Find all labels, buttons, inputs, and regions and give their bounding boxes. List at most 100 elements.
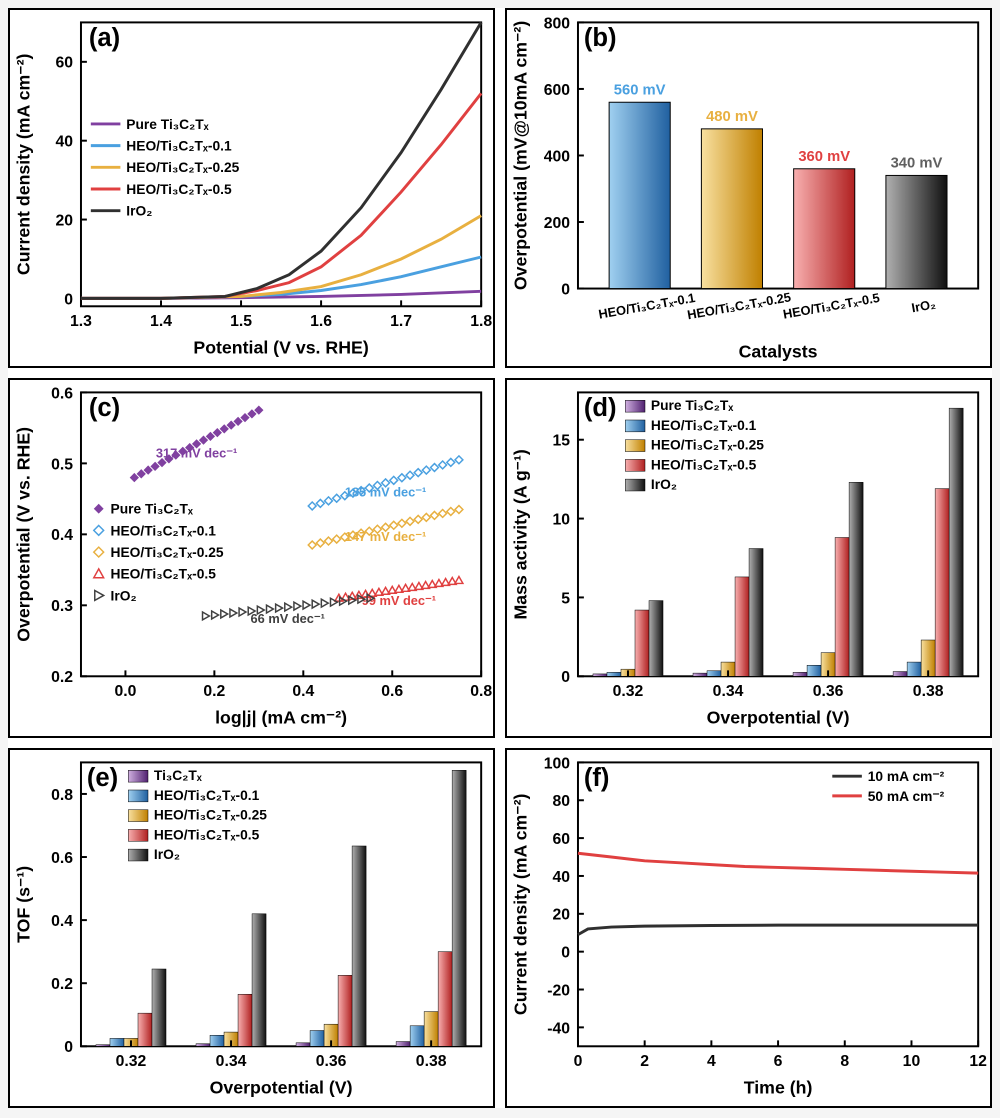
svg-text:60: 60 <box>56 55 74 72</box>
svg-text:40: 40 <box>553 869 571 886</box>
svg-text:Current density (mA cm⁻²): Current density (mA cm⁻²) <box>511 793 531 1015</box>
svg-text:(b): (b) <box>584 24 617 52</box>
svg-text:0.2: 0.2 <box>51 976 73 993</box>
svg-text:(d): (d) <box>584 394 617 422</box>
svg-text:0: 0 <box>574 1053 583 1070</box>
svg-text:IrO₂: IrO₂ <box>111 588 137 603</box>
svg-text:HEO/Ti₃C₂Tₓ-0.1: HEO/Ti₃C₂Tₓ-0.1 <box>126 139 232 154</box>
svg-text:Pure Ti₃C₂Tₓ: Pure Ti₃C₂Tₓ <box>126 117 209 132</box>
svg-text:(a): (a) <box>89 24 120 52</box>
svg-text:185 mV dec⁻¹: 185 mV dec⁻¹ <box>345 485 426 500</box>
svg-text:Overpotential (V): Overpotential (V) <box>210 1078 353 1098</box>
svg-text:0.32: 0.32 <box>116 1053 147 1070</box>
svg-text:0.8: 0.8 <box>51 787 73 804</box>
svg-text:Overpotential (V vs. RHE): Overpotential (V vs. RHE) <box>14 427 34 642</box>
svg-text:0.8: 0.8 <box>470 683 492 700</box>
svg-text:15: 15 <box>553 433 571 450</box>
svg-text:Time (h): Time (h) <box>744 1078 813 1098</box>
svg-text:0.2: 0.2 <box>51 669 73 686</box>
svg-text:1.4: 1.4 <box>150 313 172 330</box>
svg-text:10: 10 <box>553 511 571 528</box>
svg-text:600: 600 <box>544 82 571 99</box>
svg-text:(f): (f) <box>584 764 610 792</box>
svg-text:10 mA cm⁻²: 10 mA cm⁻² <box>868 769 945 784</box>
svg-text:IrO₂: IrO₂ <box>910 296 937 315</box>
svg-text:IrO₂: IrO₂ <box>126 204 152 219</box>
svg-text:HEO/Ti₃C₂Tₓ-0.25: HEO/Ti₃C₂Tₓ-0.25 <box>126 160 239 175</box>
svg-text:800: 800 <box>544 15 571 32</box>
svg-text:HEO/Ti₃C₂Tₓ-0.5: HEO/Ti₃C₂Tₓ-0.5 <box>111 567 217 582</box>
svg-text:20: 20 <box>56 212 74 229</box>
svg-text:317 mV dec⁻¹: 317 mV dec⁻¹ <box>156 446 237 461</box>
svg-text:HEO/Ti₃C₂Tₓ-0.25: HEO/Ti₃C₂Tₓ-0.25 <box>686 289 792 322</box>
svg-text:log|j| (mA cm⁻²): log|j| (mA cm⁻²) <box>215 708 347 728</box>
svg-text:200: 200 <box>544 215 571 232</box>
svg-text:60: 60 <box>553 831 571 848</box>
panel-d: 051015Overpotential (V)Mass activity (A … <box>505 378 992 738</box>
svg-text:360 mV: 360 mV <box>798 149 850 165</box>
svg-text:480 mV: 480 mV <box>706 109 758 125</box>
svg-text:0.5: 0.5 <box>51 456 73 473</box>
svg-text:IrO₂: IrO₂ <box>651 477 677 492</box>
svg-text:HEO/Ti₃C₂Tₓ-0.1: HEO/Ti₃C₂Tₓ-0.1 <box>597 290 696 322</box>
svg-text:-40: -40 <box>547 1020 570 1037</box>
svg-text:66 mV dec⁻¹: 66 mV dec⁻¹ <box>251 611 325 626</box>
svg-text:4: 4 <box>707 1053 716 1070</box>
svg-text:HEO/Ti₃C₂Tₓ-0.1: HEO/Ti₃C₂Tₓ-0.1 <box>154 788 260 803</box>
svg-text:0: 0 <box>64 291 73 308</box>
svg-text:0.4: 0.4 <box>292 683 314 700</box>
svg-text:20: 20 <box>553 907 571 924</box>
svg-text:1.3: 1.3 <box>70 313 92 330</box>
svg-text:0.2: 0.2 <box>203 683 225 700</box>
svg-text:HEO/Ti₃C₂Tₓ-0.5: HEO/Ti₃C₂Tₓ-0.5 <box>651 457 757 472</box>
panel-e: 0 0.2 0.4 0.6 0.8 Overpotential (V) TOF (s⁻¹) 0… <box>8 748 495 1108</box>
svg-text:10: 10 <box>903 1053 921 1070</box>
svg-text:Pure Ti₃C₂Tₓ: Pure Ti₃C₂Tₓ <box>111 502 194 517</box>
svg-text:8: 8 <box>840 1053 849 1070</box>
svg-text:0.4: 0.4 <box>51 913 73 930</box>
svg-text:Overpotential (V): Overpotential (V) <box>707 708 850 728</box>
svg-text:100: 100 <box>544 755 571 772</box>
svg-text:0.38: 0.38 <box>913 683 944 700</box>
svg-text:Ti₃C₂Tₓ: Ti₃C₂Tₓ <box>154 768 203 783</box>
svg-text:340 mV: 340 mV <box>891 156 943 172</box>
svg-text:0: 0 <box>561 281 570 298</box>
svg-text:99 mV dec⁻¹: 99 mV dec⁻¹ <box>362 593 436 608</box>
svg-text:TOF (s⁻¹): TOF (s⁻¹) <box>14 866 34 943</box>
svg-text:IrO₂: IrO₂ <box>154 847 180 862</box>
svg-text:0: 0 <box>561 945 570 962</box>
svg-text:1.6: 1.6 <box>310 313 332 330</box>
svg-text:2: 2 <box>640 1053 649 1070</box>
svg-text:0.34: 0.34 <box>713 683 744 700</box>
panel-c: 0.0 0.2 0.4 0.6 0.8 0.2 0.3 0.4 0.5 0.6 log|j| (mA… <box>8 378 495 738</box>
svg-text:Catalysts: Catalysts <box>739 342 818 362</box>
svg-text:(c): (c) <box>89 394 120 422</box>
figure-grid: 1.31.41.51.61.71.80204060Potential (V vs… <box>8 8 992 1108</box>
svg-text:0.6: 0.6 <box>51 385 73 402</box>
svg-text:Pure Ti₃C₂Tₓ: Pure Ti₃C₂Tₓ <box>651 398 734 413</box>
svg-text:0.34: 0.34 <box>216 1053 247 1070</box>
svg-text:HEO/Ti₃C₂Tₓ-0.5: HEO/Ti₃C₂Tₓ-0.5 <box>126 182 232 197</box>
svg-text:0.3: 0.3 <box>51 598 73 615</box>
svg-text:1.7: 1.7 <box>390 313 412 330</box>
svg-text:0: 0 <box>64 1039 73 1056</box>
svg-text:(e): (e) <box>87 764 118 792</box>
svg-text:HEO/Ti₃C₂Tₓ-0.25: HEO/Ti₃C₂Tₓ-0.25 <box>111 545 224 560</box>
svg-text:1.5: 1.5 <box>230 313 252 330</box>
svg-text:147 mV dec⁻¹: 147 mV dec⁻¹ <box>345 529 426 544</box>
svg-text:0.6: 0.6 <box>51 850 73 867</box>
svg-text:0.36: 0.36 <box>316 1053 347 1070</box>
svg-text:0.36: 0.36 <box>813 683 844 700</box>
svg-text:HEO/Ti₃C₂Tₓ-0.5: HEO/Ti₃C₂Tₓ-0.5 <box>154 827 260 842</box>
panel-f: 024681012-40-20020406080100Time (h)Curre… <box>505 748 992 1108</box>
svg-text:Overpotential (mV@10mA cm⁻²): Overpotential (mV@10mA cm⁻²) <box>511 21 531 291</box>
svg-text:0.4: 0.4 <box>51 527 73 544</box>
svg-text:HEO/Ti₃C₂Tₓ-0.1: HEO/Ti₃C₂Tₓ-0.1 <box>111 523 217 538</box>
svg-text:40: 40 <box>56 134 74 151</box>
svg-text:0: 0 <box>561 669 570 686</box>
svg-text:0.6: 0.6 <box>381 683 403 700</box>
panel-a: 1.31.41.51.61.71.80204060Potential (V vs… <box>8 8 495 368</box>
svg-text:HEO/Ti₃C₂Tₓ-0.5: HEO/Ti₃C₂Tₓ-0.5 <box>782 290 881 322</box>
svg-text:0.0: 0.0 <box>114 683 136 700</box>
svg-text:-20: -20 <box>547 982 570 999</box>
